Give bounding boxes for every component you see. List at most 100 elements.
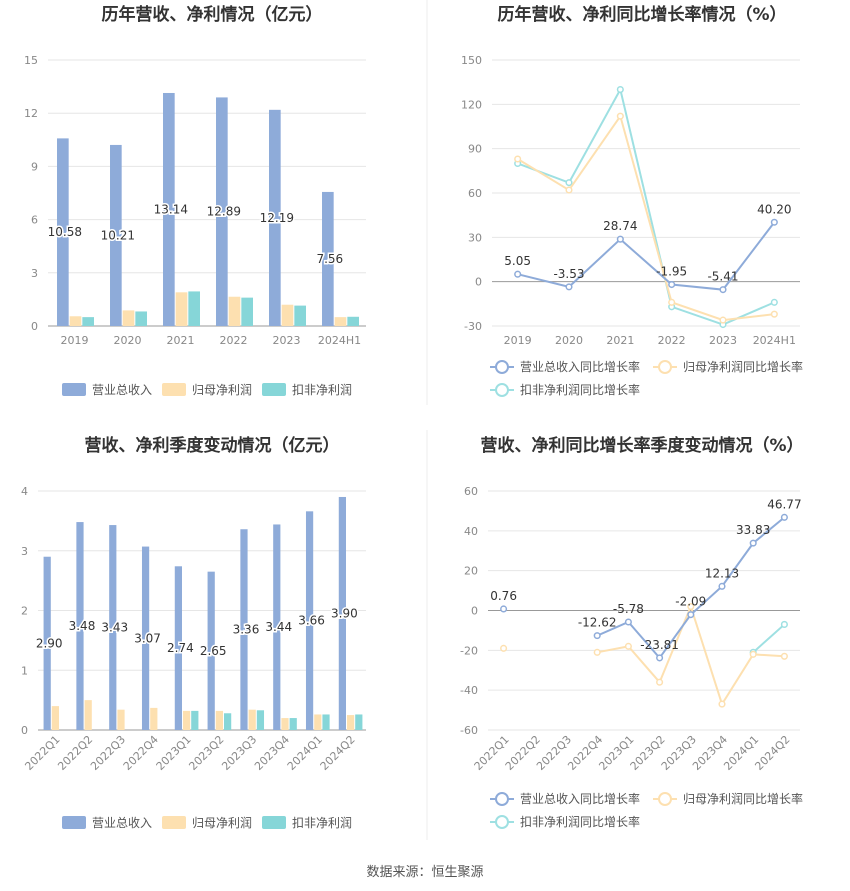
- y-tick-label: -20: [460, 644, 478, 657]
- legend-marker: [495, 792, 509, 806]
- bar-revenue: [322, 191, 334, 326]
- chart-title-0: 历年营收、净利情况（亿元）: [102, 4, 323, 25]
- x-tick-label: 2024Q1: [285, 733, 325, 773]
- legend-swatch: [262, 816, 286, 829]
- y-tick-label: 0: [471, 605, 478, 618]
- bar-value-label: 2.74: [167, 641, 194, 655]
- bar-deducted-profit: [82, 317, 94, 326]
- bar-parent-profit: [314, 714, 322, 730]
- x-tick-label: 2023: [709, 334, 737, 347]
- series-point-1: [749, 650, 757, 658]
- bar-deducted-profit: [289, 718, 297, 730]
- bar-deducted-profit: [322, 714, 330, 730]
- x-tick-label: 2019: [61, 334, 89, 347]
- y-tick-label: 2: [21, 605, 28, 618]
- point-value-label: 28.74: [603, 219, 637, 233]
- bar-value-label: 12.89: [207, 205, 241, 219]
- y-tick-label: 90: [468, 143, 482, 156]
- point-value-label: -12.62: [578, 616, 617, 630]
- y-tick-label: 15: [24, 54, 38, 67]
- point-value-label: 46.77: [767, 497, 801, 511]
- bar-value-label: 13.14: [154, 202, 188, 216]
- bar-deducted-profit: [188, 291, 200, 326]
- point-value-label: 0.76: [490, 589, 517, 603]
- series-point-0: [656, 654, 664, 662]
- x-tick-label: 2022: [220, 334, 248, 347]
- series-point-1: [718, 700, 726, 708]
- series-point-0: [718, 582, 726, 590]
- legend-label: 营业总收入: [92, 816, 152, 830]
- y-tick-label: 120: [461, 98, 482, 111]
- bar-parent-profit: [150, 707, 158, 730]
- x-tick-label: 2024Q2: [318, 733, 358, 773]
- bar-parent-profit: [248, 709, 256, 730]
- bar-parent-profit: [215, 710, 224, 730]
- series-point-2: [780, 620, 788, 628]
- legend-label: 营业总收入: [92, 383, 152, 397]
- x-tick-label: 2022Q4: [121, 733, 161, 773]
- bar-revenue: [43, 556, 51, 730]
- legend-label: 归母净利润: [192, 816, 252, 830]
- series-point-1: [668, 298, 676, 306]
- series-point-0: [719, 286, 727, 294]
- x-tick-label: 2022Q3: [88, 733, 128, 773]
- bar-deducted-profit: [224, 713, 232, 730]
- y-tick-label: 0: [31, 320, 38, 333]
- y-tick-label: 0: [21, 724, 28, 737]
- bar-parent-profit: [334, 317, 347, 326]
- bar-parent-profit: [84, 700, 92, 730]
- data-source: 数据来源：恒生聚源: [366, 865, 483, 880]
- bar-value-label: 10.58: [48, 225, 82, 239]
- bar-revenue: [174, 566, 182, 730]
- x-tick-label: 2023Q1: [154, 733, 194, 773]
- series-line-2: [517, 86, 775, 326]
- x-tick-label: 2023Q4: [252, 733, 292, 773]
- point-value-label: 12.13: [705, 566, 739, 580]
- bar-deducted-profit: [191, 710, 199, 730]
- bar-value-label: 7.56: [316, 252, 343, 266]
- bar-revenue: [141, 546, 150, 730]
- bar-revenue: [163, 92, 175, 326]
- legend-label: 扣非净利润: [292, 383, 352, 397]
- legend-swatch: [62, 383, 86, 396]
- legend-label: 归母净利润同比增长率: [683, 359, 803, 374]
- legend-marker: [658, 360, 672, 374]
- series-point-1: [593, 648, 601, 656]
- bar-revenue: [305, 511, 314, 730]
- bar-deducted-profit: [135, 311, 147, 326]
- series-point-2: [770, 298, 778, 306]
- bar-value-label: 3.44: [265, 620, 292, 634]
- series-point-1: [624, 642, 632, 650]
- series-point-1: [616, 112, 624, 120]
- bar-revenue: [269, 109, 281, 327]
- bar-parent-profit: [69, 316, 82, 326]
- legend-marker: [495, 815, 509, 829]
- bar-revenue: [76, 522, 84, 730]
- series-point-0: [593, 632, 601, 640]
- series-point-1: [770, 310, 778, 318]
- legend-label: 归母净利润: [192, 383, 252, 397]
- bar-revenue: [338, 496, 346, 730]
- point-value-label: -5.41: [707, 270, 738, 284]
- bar-parent-profit: [51, 706, 60, 730]
- legend-marker: [495, 360, 509, 374]
- legend-marker: [658, 792, 672, 806]
- bar-value-label: 2.90: [36, 636, 63, 650]
- bar-parent-profit: [228, 296, 241, 326]
- legend-label: 归母净利润同比增长率: [683, 791, 803, 806]
- x-tick-label: 2023Q2: [186, 733, 226, 773]
- bar-revenue: [57, 138, 69, 326]
- series-point-0: [749, 539, 757, 547]
- y-tick-label: 30: [468, 231, 482, 244]
- series-point-1: [514, 155, 522, 163]
- bar-parent-profit: [281, 718, 289, 730]
- x-tick-label: 2020: [555, 334, 583, 347]
- bar-revenue: [207, 571, 215, 730]
- bar-revenue: [273, 524, 281, 730]
- series-point-2: [616, 86, 624, 94]
- bar-value-label: 2.65: [200, 644, 227, 658]
- legend-label: 营业总收入同比增长率: [520, 359, 640, 374]
- bar-revenue: [110, 144, 122, 326]
- bar-deducted-profit: [241, 297, 253, 326]
